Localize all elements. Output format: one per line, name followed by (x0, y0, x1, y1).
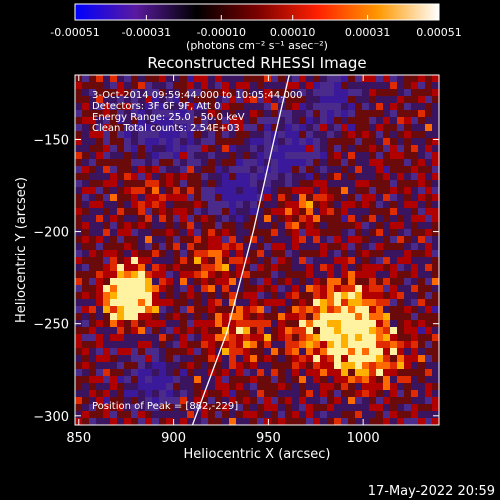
x-tick-label: 850 (66, 431, 91, 446)
y-tick-label: −150 (33, 133, 69, 148)
annotation-energy-range: Energy Range: 25.0 - 50.0 keV (92, 112, 245, 123)
y-tick-label: −200 (33, 226, 69, 241)
colorbar-tick-label: -0.00031 (122, 26, 171, 39)
heatmap-image (75, 75, 439, 425)
x-axis-label: Heliocentric X (arcsec) (184, 447, 331, 462)
footer-date: 17-May-2022 20:59 (368, 484, 495, 499)
colorbar-tick-label: 0.00051 (416, 26, 462, 39)
colorbar-unit-label: (photons cm⁻² s⁻¹ asec⁻²) (186, 39, 328, 52)
colorbar-tick-label: 0.00031 (345, 26, 391, 39)
x-axis-ticks: 850 900 950 1000 (66, 75, 380, 446)
chart-title: Reconstructed RHESSI Image (147, 54, 366, 72)
annotation-detectors: Detectors: 3F 6F 9F, Att 0 (92, 101, 220, 112)
plot-frame (74, 74, 440, 426)
colorbar-ticks: -0.00051 -0.00031 -0.00010 0.00010 0.00031 0.… (50, 15, 462, 39)
annotation-clean-counts: Clean Total counts: 2.54E+03 (92, 123, 240, 134)
y-tick-label: −300 (33, 410, 69, 425)
colorbar-tick-label: -0.00051 (50, 26, 99, 39)
peak-position-label: Position of Peak = [882,-229] (92, 401, 238, 412)
annotation-time-range: 3-Oct-2014 09:59:44.000 to 10:05:44.000 (92, 90, 303, 101)
colorbar (74, 3, 440, 21)
x-tick-label: 950 (256, 431, 281, 446)
y-tick-label: −250 (33, 318, 69, 333)
colorbar-tick-label: 0.00010 (270, 26, 316, 39)
colorbar-tick-label: -0.00010 (197, 26, 246, 39)
solar-limb-curve (191, 75, 290, 425)
y-axis-label: Heliocentric Y (arcsec) (14, 177, 29, 323)
x-tick-label: 900 (161, 431, 186, 446)
y-axis-ticks: −150 −200 −250 −300 (33, 133, 439, 425)
x-tick-label: 1000 (347, 431, 380, 446)
